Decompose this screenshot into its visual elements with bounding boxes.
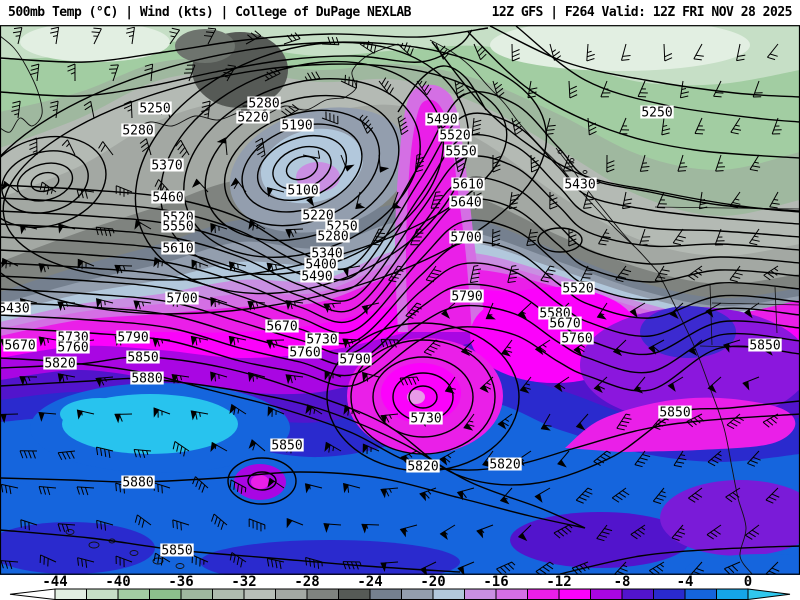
svg-text:5190: 5190: [281, 119, 312, 134]
svg-text:5550: 5550: [445, 145, 476, 160]
colorbar-tick-label: -32: [231, 575, 256, 590]
colorbar-left-arrow: [9, 588, 56, 600]
colorbar-segment: [180, 588, 213, 600]
colorbar-tick-label: -12: [546, 575, 571, 590]
svg-text:5550: 5550: [162, 220, 193, 235]
colorbar-segment: [621, 588, 654, 600]
svg-text:5820: 5820: [489, 458, 520, 473]
svg-text:5790: 5790: [117, 331, 148, 346]
colorbar-segment: [653, 588, 686, 600]
svg-text:5700: 5700: [166, 292, 197, 307]
wind-barb-layer: [0, 26, 782, 575]
colorbar-tick-label: -8: [614, 575, 631, 590]
svg-text:5520: 5520: [562, 282, 593, 297]
svg-text:5610: 5610: [452, 178, 483, 193]
svg-text:5250: 5250: [641, 106, 672, 121]
temperature-colorbar: -44 -40 -36 -32 -28 -24 -20 -16 -12 -8 -4 0: [9, 575, 791, 600]
svg-text:5760: 5760: [561, 332, 592, 347]
colorbar-tick-label: 0: [744, 575, 752, 590]
model-run-valid-time: 12Z GFS | F264 Valid: 12Z FRI NOV 28 202…: [491, 5, 793, 20]
colorbar-tick-label: -40: [105, 575, 130, 590]
height-contour-layer: [0, 25, 800, 575]
colorbar-right-arrow: [747, 588, 791, 600]
colorbar-tick-label: -28: [294, 575, 319, 590]
colorbar-tick-label: -44: [42, 575, 67, 590]
svg-text:5280: 5280: [122, 124, 153, 139]
svg-text:5850: 5850: [659, 406, 690, 421]
svg-text:5220: 5220: [237, 111, 268, 126]
colorbar-segment: [495, 588, 528, 600]
colorbar-tick-label: -24: [357, 575, 382, 590]
svg-text:5460: 5460: [152, 191, 183, 206]
svg-text:5520: 5520: [439, 129, 470, 144]
svg-text:5490: 5490: [426, 113, 457, 128]
contour-label-layer: 5100519052205280522052505280534054005490…: [0, 96, 782, 559]
colorbar-segment: [432, 588, 465, 600]
colorbar-segment: [149, 588, 182, 600]
svg-text:5790: 5790: [339, 353, 370, 368]
colorbar-segment: [212, 588, 245, 600]
colorbar-segment: [401, 588, 434, 600]
colorbar-segment: [464, 588, 497, 600]
svg-text:5250: 5250: [139, 102, 170, 117]
svg-text:5670: 5670: [4, 339, 35, 354]
colorbar-segment: [716, 588, 749, 600]
svg-text:5820: 5820: [44, 357, 75, 372]
svg-text:5850: 5850: [127, 351, 158, 366]
colorbar-segment: [684, 588, 717, 600]
svg-text:5880: 5880: [131, 372, 162, 387]
svg-text:5430: 5430: [564, 178, 595, 193]
svg-text:5640: 5640: [450, 196, 481, 211]
svg-text:5820: 5820: [407, 460, 438, 475]
svg-text:5280: 5280: [248, 97, 279, 112]
svg-text:5670: 5670: [549, 317, 580, 332]
svg-text:5700: 5700: [450, 231, 481, 246]
colorbar-segment: [558, 588, 591, 600]
svg-text:5490: 5490: [301, 270, 332, 285]
colorbar-tick-label: -20: [420, 575, 445, 590]
colorbar-segment: [590, 588, 623, 600]
svg-text:5100: 5100: [287, 184, 318, 199]
colorbar-segment: [338, 588, 371, 600]
svg-text:5730: 5730: [410, 412, 441, 427]
svg-text:5430: 5430: [0, 302, 30, 317]
svg-text:5760: 5760: [57, 341, 88, 356]
colorbar-segment: [306, 588, 339, 600]
colorbar-tick-label: -36: [168, 575, 193, 590]
svg-text:5400: 5400: [305, 258, 336, 273]
product-title: 500mb Temp (°C) | Wind (kts) | College o…: [8, 5, 411, 20]
svg-text:5790: 5790: [451, 290, 482, 305]
colorbar-tick-label: -4: [677, 575, 694, 590]
svg-text:5670: 5670: [266, 320, 297, 335]
colorbar-segment: [117, 588, 150, 600]
weather-map: 5100519052205280522052505280534054005490…: [0, 25, 800, 575]
svg-text:5370: 5370: [151, 159, 182, 174]
colorbar-segment: [527, 588, 560, 600]
svg-text:5880: 5880: [122, 476, 153, 491]
header-bar: 500mb Temp (°C) | Wind (kts) | College o…: [0, 0, 800, 25]
svg-text:5610: 5610: [162, 242, 193, 257]
colorbar-segment: [243, 588, 276, 600]
colorbar-segment: [86, 588, 119, 600]
svg-text:5280: 5280: [317, 230, 348, 245]
colorbar-segment: [275, 588, 308, 600]
svg-text:5850: 5850: [271, 439, 302, 454]
svg-text:5850: 5850: [749, 339, 780, 354]
colorbar-segment: [369, 588, 402, 600]
colorbar-segment: [54, 588, 87, 600]
svg-text:5730: 5730: [306, 333, 337, 348]
colorbar-tick-label: -16: [483, 575, 508, 590]
svg-text:5850: 5850: [161, 544, 192, 559]
svg-text:5760: 5760: [289, 346, 320, 361]
